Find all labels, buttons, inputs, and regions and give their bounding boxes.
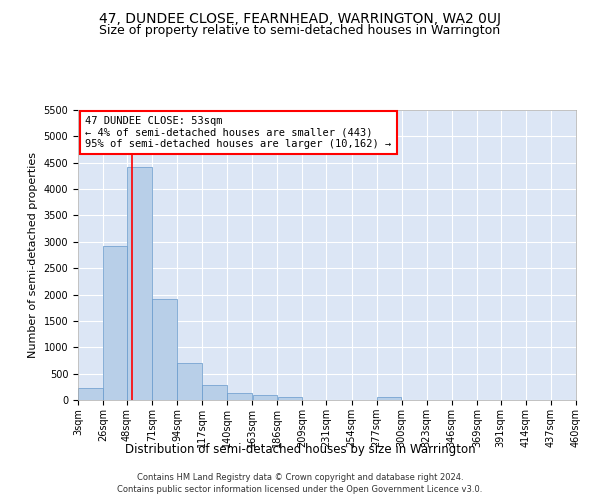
Text: 47 DUNDEE CLOSE: 53sqm
← 4% of semi-detached houses are smaller (443)
95% of sem: 47 DUNDEE CLOSE: 53sqm ← 4% of semi-deta…: [85, 116, 392, 149]
Text: Size of property relative to semi-detached houses in Warrington: Size of property relative to semi-detach…: [100, 24, 500, 37]
Bar: [227, 393, 252, 400]
Bar: [202, 385, 227, 400]
Text: Contains HM Land Registry data © Crown copyright and database right 2024.: Contains HM Land Registry data © Crown c…: [137, 472, 463, 482]
Bar: [377, 397, 401, 400]
Text: Contains public sector information licensed under the Open Government Licence v3: Contains public sector information licen…: [118, 485, 482, 494]
Bar: [127, 167, 152, 400]
Bar: [278, 397, 302, 400]
Text: 47, DUNDEE CLOSE, FEARNHEAD, WARRINGTON, WA2 0UJ: 47, DUNDEE CLOSE, FEARNHEAD, WARRINGTON,…: [99, 12, 501, 26]
Text: Distribution of semi-detached houses by size in Warrington: Distribution of semi-detached houses by …: [125, 442, 475, 456]
Y-axis label: Number of semi-detached properties: Number of semi-detached properties: [28, 152, 38, 358]
Bar: [103, 246, 127, 400]
Bar: [178, 362, 202, 400]
Bar: [78, 388, 103, 400]
Bar: [152, 299, 177, 400]
Bar: [253, 394, 277, 400]
